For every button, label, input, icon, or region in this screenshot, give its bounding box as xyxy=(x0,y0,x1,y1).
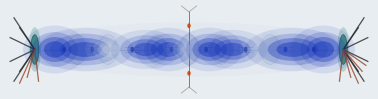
Ellipse shape xyxy=(284,47,287,52)
Ellipse shape xyxy=(204,47,208,52)
Ellipse shape xyxy=(172,39,206,60)
Ellipse shape xyxy=(258,34,328,65)
Ellipse shape xyxy=(339,35,347,64)
Ellipse shape xyxy=(69,42,101,57)
Ellipse shape xyxy=(50,34,120,65)
Ellipse shape xyxy=(291,35,310,64)
Ellipse shape xyxy=(312,41,334,58)
Ellipse shape xyxy=(65,30,90,69)
Ellipse shape xyxy=(44,41,66,58)
Ellipse shape xyxy=(186,34,234,65)
Ellipse shape xyxy=(307,37,340,62)
Ellipse shape xyxy=(144,34,192,65)
Ellipse shape xyxy=(157,42,180,57)
Ellipse shape xyxy=(91,47,94,52)
Ellipse shape xyxy=(187,23,191,28)
Ellipse shape xyxy=(127,39,164,60)
Ellipse shape xyxy=(85,34,138,65)
Ellipse shape xyxy=(198,30,267,69)
Ellipse shape xyxy=(288,30,313,69)
Ellipse shape xyxy=(268,38,318,61)
Ellipse shape xyxy=(32,32,78,67)
Ellipse shape xyxy=(120,35,171,64)
Ellipse shape xyxy=(176,30,202,69)
Ellipse shape xyxy=(337,27,349,72)
Ellipse shape xyxy=(38,37,71,62)
Ellipse shape xyxy=(151,38,186,61)
Ellipse shape xyxy=(68,35,87,64)
Ellipse shape xyxy=(177,42,201,57)
Ellipse shape xyxy=(98,35,118,64)
Ellipse shape xyxy=(166,35,212,64)
Ellipse shape xyxy=(98,42,125,57)
Ellipse shape xyxy=(257,44,276,55)
Ellipse shape xyxy=(23,26,87,73)
Ellipse shape xyxy=(29,27,41,72)
Ellipse shape xyxy=(134,43,157,56)
Ellipse shape xyxy=(240,34,293,65)
Ellipse shape xyxy=(257,30,283,69)
Ellipse shape xyxy=(211,35,231,64)
Ellipse shape xyxy=(60,38,110,61)
Ellipse shape xyxy=(92,38,131,61)
Ellipse shape xyxy=(62,47,66,52)
Ellipse shape xyxy=(130,47,134,52)
Ellipse shape xyxy=(312,47,316,52)
Ellipse shape xyxy=(245,28,341,71)
Ellipse shape xyxy=(181,45,197,54)
Ellipse shape xyxy=(244,47,248,52)
Ellipse shape xyxy=(179,35,199,64)
Ellipse shape xyxy=(102,44,121,55)
Ellipse shape xyxy=(111,30,180,69)
Ellipse shape xyxy=(95,30,121,69)
Ellipse shape xyxy=(135,28,201,71)
Ellipse shape xyxy=(192,38,227,61)
Ellipse shape xyxy=(276,42,309,57)
Ellipse shape xyxy=(170,47,174,52)
Ellipse shape xyxy=(220,43,244,56)
Ellipse shape xyxy=(214,39,251,60)
Ellipse shape xyxy=(207,35,258,64)
Ellipse shape xyxy=(37,28,133,71)
Ellipse shape xyxy=(31,35,39,64)
Ellipse shape xyxy=(144,30,170,69)
Ellipse shape xyxy=(187,71,191,76)
Ellipse shape xyxy=(23,22,355,77)
Ellipse shape xyxy=(260,35,280,64)
Ellipse shape xyxy=(177,28,243,71)
Ellipse shape xyxy=(198,42,221,57)
Ellipse shape xyxy=(247,38,286,61)
Ellipse shape xyxy=(253,42,280,57)
Ellipse shape xyxy=(147,35,167,64)
Ellipse shape xyxy=(300,32,346,67)
Ellipse shape xyxy=(208,30,234,69)
Ellipse shape xyxy=(291,26,355,73)
